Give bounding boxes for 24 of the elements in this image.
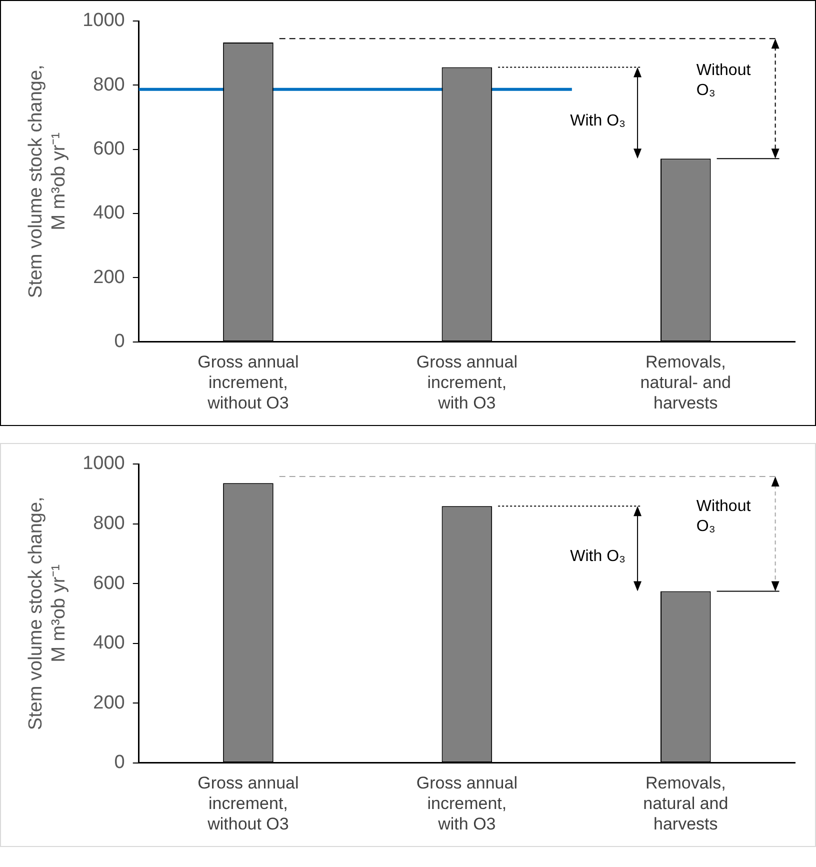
y-tick-label: 400 <box>93 202 125 224</box>
y-tick-label: 200 <box>93 266 125 288</box>
y-tick-label: 600 <box>93 138 125 160</box>
annotation: With O₃ <box>570 548 626 566</box>
x-tick-label: Gross annual increment, without O3 <box>198 352 299 412</box>
x-tick-label: Removals, natural and harvests <box>643 774 728 834</box>
y-tick-label: 1000 <box>82 10 125 32</box>
y-tick-label: 400 <box>93 632 125 654</box>
x-tick-label: Gross annual increment, with O3 <box>416 352 518 412</box>
y-tick-label: 0 <box>114 331 125 352</box>
annotation: Without O₃ <box>696 62 752 100</box>
y-tick-label: 600 <box>93 572 125 594</box>
y-tick-label: 200 <box>93 692 125 714</box>
x-tick-label: Gross annual increment, without O3 <box>198 774 299 834</box>
y-axis-title: Stem volume stock change, M m³ob yr⁻¹ <box>26 64 70 298</box>
y-tick-label: 0 <box>114 752 125 774</box>
y-tick-label: 800 <box>93 512 125 534</box>
x-tick-label: Removals, natural- and harvests <box>640 352 732 412</box>
annotation: Without O₃ <box>696 498 752 536</box>
annotation: With O₃ <box>570 112 626 130</box>
y-tick-label: 1000 <box>82 453 125 474</box>
y-tick-label: 800 <box>93 74 125 96</box>
x-tick-label: Gross annual increment, with O3 <box>416 774 518 834</box>
y-axis-title: Stem volume stock change, M m³ob yr⁻¹ <box>26 496 70 730</box>
